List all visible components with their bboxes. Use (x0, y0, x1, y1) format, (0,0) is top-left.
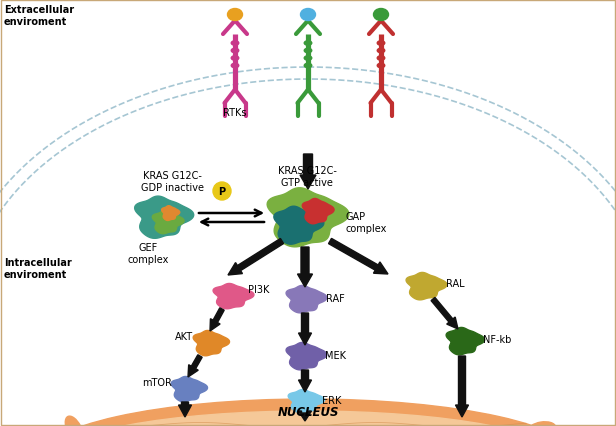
Polygon shape (274, 207, 324, 245)
Polygon shape (213, 284, 254, 309)
Text: RTKs: RTKs (223, 108, 247, 118)
Text: NF-kb: NF-kb (483, 334, 511, 344)
Text: GEF
complex: GEF complex (128, 242, 169, 264)
Polygon shape (298, 248, 312, 287)
Text: AKT: AKT (175, 331, 193, 341)
Text: Extracellular
enviroment: Extracellular enviroment (4, 5, 74, 26)
Polygon shape (302, 199, 334, 224)
Ellipse shape (304, 42, 312, 46)
Polygon shape (300, 155, 316, 190)
Ellipse shape (213, 183, 231, 201)
Polygon shape (267, 188, 349, 247)
Text: Intracellular
enviroment: Intracellular enviroment (4, 257, 71, 279)
Polygon shape (299, 313, 312, 345)
Text: MEK: MEK (325, 350, 346, 360)
Text: RAL: RAL (446, 278, 464, 288)
Ellipse shape (377, 49, 385, 54)
Ellipse shape (304, 64, 312, 69)
Ellipse shape (304, 49, 312, 54)
Text: PI3K: PI3K (248, 284, 269, 294)
Ellipse shape (231, 49, 239, 54)
Polygon shape (431, 298, 458, 329)
Ellipse shape (54, 411, 562, 426)
Polygon shape (299, 370, 312, 392)
Polygon shape (286, 286, 327, 313)
Text: mTOR: mTOR (142, 377, 172, 387)
Ellipse shape (304, 57, 312, 61)
Polygon shape (328, 239, 388, 274)
Polygon shape (161, 206, 180, 221)
Ellipse shape (231, 64, 239, 69)
Ellipse shape (38, 399, 578, 426)
Text: KRAS G12C-
GTP active: KRAS G12C- GTP active (278, 166, 336, 187)
Ellipse shape (377, 57, 385, 61)
Text: P: P (219, 187, 225, 196)
Ellipse shape (301, 9, 315, 21)
Polygon shape (188, 355, 202, 377)
Ellipse shape (65, 416, 83, 426)
Text: ERK: ERK (322, 395, 341, 405)
Polygon shape (299, 411, 312, 421)
Ellipse shape (373, 9, 389, 21)
Text: RAF: RAF (326, 294, 345, 303)
Text: GAP
complex: GAP complex (345, 212, 386, 233)
Polygon shape (152, 211, 184, 234)
Polygon shape (135, 197, 193, 239)
Ellipse shape (231, 42, 239, 46)
Ellipse shape (231, 57, 239, 61)
Polygon shape (406, 273, 447, 300)
Ellipse shape (227, 9, 243, 21)
Text: NUCLEUS: NUCLEUS (277, 406, 339, 418)
Ellipse shape (377, 64, 385, 69)
Polygon shape (179, 402, 192, 417)
Polygon shape (455, 356, 469, 417)
Polygon shape (286, 343, 327, 370)
Ellipse shape (528, 422, 556, 426)
Polygon shape (446, 328, 485, 355)
Polygon shape (210, 308, 224, 331)
Polygon shape (228, 239, 283, 275)
Polygon shape (288, 390, 325, 413)
Polygon shape (193, 331, 230, 356)
Polygon shape (171, 377, 208, 402)
Ellipse shape (377, 42, 385, 46)
Text: KRAS G12C-
GDP inactive: KRAS G12C- GDP inactive (140, 171, 203, 193)
